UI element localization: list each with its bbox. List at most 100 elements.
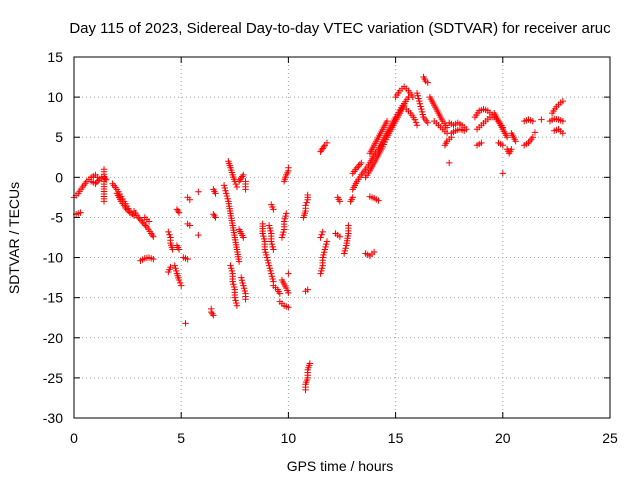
- data-point: [266, 224, 274, 232]
- data-point: [264, 257, 271, 264]
- data-point: [353, 164, 361, 171]
- data-point: [419, 111, 426, 118]
- data-point: [383, 117, 391, 125]
- x-tick-label: 10: [281, 430, 297, 446]
- data-point: [240, 234, 247, 241]
- data-point: [228, 267, 236, 275]
- data-point: [412, 119, 420, 126]
- data-point: [317, 148, 324, 155]
- data-point: [260, 232, 267, 240]
- data-point: [265, 262, 273, 269]
- data-point: [266, 265, 274, 272]
- data-point: [122, 204, 129, 212]
- data-point: [443, 124, 451, 131]
- y-tick-label: -10: [43, 250, 63, 266]
- data-point: [233, 302, 241, 309]
- data-point: [531, 129, 539, 136]
- data-point: [175, 209, 183, 216]
- data-point: [448, 134, 455, 141]
- data-point: [129, 211, 136, 218]
- data-point: [93, 178, 101, 186]
- data-point: [285, 164, 292, 171]
- data-point: [499, 170, 506, 177]
- y-tick-label: 5: [55, 129, 63, 145]
- data-point: [268, 273, 276, 280]
- data-point: [232, 297, 239, 304]
- data-point: [135, 214, 142, 221]
- data-point: [281, 215, 289, 222]
- data-point: [186, 196, 193, 203]
- data-point: [137, 217, 145, 224]
- data-point: [278, 234, 286, 241]
- y-tick-label: -5: [51, 209, 64, 225]
- data-point: [416, 100, 424, 107]
- data-point: [186, 222, 193, 229]
- data-point: [318, 146, 325, 154]
- data-point: [304, 191, 311, 199]
- data-point: [268, 238, 275, 245]
- data-point: [123, 206, 131, 213]
- data-point: [240, 282, 247, 289]
- x-tick-label: 20: [495, 430, 511, 446]
- x-tick-label: 5: [177, 430, 185, 446]
- data-point: [238, 277, 246, 284]
- data-point: [126, 209, 133, 216]
- data-point: [323, 238, 331, 245]
- data-point: [195, 231, 202, 239]
- data-point: [232, 180, 240, 188]
- data-point: [221, 184, 228, 192]
- chart-title: Day 115 of 2023, Sidereal Day-to-day VTE…: [69, 20, 611, 37]
- data-point: [125, 207, 132, 215]
- y-tick-label: -20: [43, 330, 63, 346]
- data-point: [178, 282, 185, 289]
- data-point: [303, 199, 310, 206]
- data-point: [342, 244, 349, 252]
- data-point: [195, 188, 202, 195]
- data-point: [418, 108, 426, 116]
- data-point: [100, 198, 108, 205]
- data-point: [139, 219, 146, 226]
- data-point: [212, 190, 219, 197]
- data-point: [317, 270, 324, 277]
- data-point: [269, 243, 276, 251]
- data-point: [95, 177, 102, 184]
- data-point: [279, 231, 286, 239]
- data-point: [267, 227, 274, 235]
- data-point: [336, 233, 344, 240]
- data-point: [270, 206, 277, 213]
- data-points: [70, 73, 567, 394]
- data-point: [169, 246, 176, 253]
- data-point: [317, 234, 324, 241]
- data-point: [268, 270, 275, 277]
- data-point: [285, 289, 292, 297]
- data-point: [355, 162, 362, 170]
- data-point: [224, 195, 231, 202]
- data-point: [182, 320, 189, 327]
- data-point: [223, 192, 231, 200]
- data-point: [285, 304, 292, 311]
- y-axis-label: SDTVAR / TECUs: [6, 182, 22, 294]
- data-point: [322, 243, 329, 251]
- data-point: [223, 190, 230, 197]
- data-point: [149, 231, 156, 239]
- data-point: [175, 276, 183, 284]
- data-point: [358, 159, 365, 167]
- data-point: [236, 176, 244, 183]
- x-tick-label: 25: [602, 430, 618, 446]
- data-point: [145, 218, 153, 225]
- data-point: [176, 279, 184, 287]
- data-point: [240, 285, 248, 292]
- data-point: [304, 286, 311, 293]
- data-point: [231, 294, 238, 301]
- data-point: [424, 79, 431, 86]
- data-point: [414, 92, 421, 99]
- data-point: [184, 255, 191, 263]
- data-point: [265, 222, 273, 229]
- data-point: [212, 214, 219, 221]
- data-point: [175, 246, 183, 253]
- data-point: [499, 142, 506, 149]
- data-point: [318, 265, 326, 272]
- data-point: [370, 248, 378, 256]
